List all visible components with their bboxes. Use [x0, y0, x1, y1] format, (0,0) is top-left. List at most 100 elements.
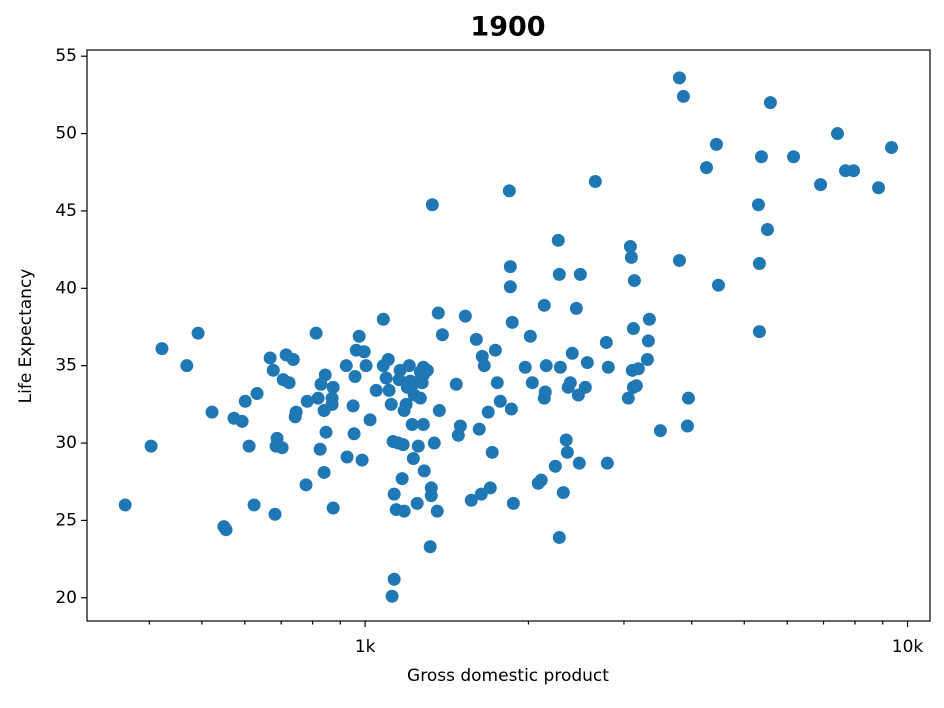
y-tick-label: 40 — [55, 278, 77, 298]
point — [752, 257, 766, 271]
point — [424, 489, 438, 503]
point — [326, 380, 340, 394]
point — [763, 96, 777, 110]
point — [405, 417, 419, 431]
y-tick-label: 50 — [55, 124, 77, 144]
point — [382, 383, 396, 397]
point — [427, 436, 441, 450]
point — [275, 441, 289, 455]
point — [505, 315, 519, 329]
y-tick-label: 45 — [55, 201, 77, 221]
point — [556, 486, 570, 500]
y-tick-label: 35 — [55, 356, 77, 376]
point — [417, 464, 431, 478]
point — [359, 359, 373, 373]
point — [552, 530, 566, 544]
point — [191, 326, 205, 340]
point — [453, 419, 467, 433]
point — [387, 487, 401, 501]
point — [629, 379, 643, 393]
point — [572, 456, 586, 470]
point — [118, 498, 132, 512]
point — [751, 198, 765, 212]
point — [552, 267, 566, 281]
point — [754, 150, 768, 164]
point — [180, 359, 194, 373]
point — [872, 181, 886, 195]
point — [313, 442, 327, 456]
point — [326, 501, 340, 515]
point — [397, 504, 411, 518]
point — [416, 417, 430, 431]
point — [300, 394, 314, 408]
point — [551, 233, 565, 247]
point — [155, 342, 169, 356]
point — [483, 481, 497, 495]
point — [318, 368, 332, 382]
point — [458, 309, 472, 323]
point — [641, 334, 655, 348]
point — [340, 450, 354, 464]
point — [317, 465, 331, 479]
point — [410, 496, 424, 510]
point — [309, 326, 323, 340]
y-axis-label: Life Expectancy — [16, 269, 36, 404]
point — [289, 405, 303, 419]
point — [311, 391, 325, 405]
point — [538, 385, 552, 399]
x-axis-label: Gross domestic product — [407, 666, 609, 686]
point — [504, 402, 518, 416]
point — [711, 278, 725, 292]
point — [481, 405, 495, 419]
x-tick-label: 10k — [892, 637, 924, 657]
point — [640, 352, 654, 366]
point — [502, 184, 516, 198]
point — [420, 363, 434, 377]
point — [580, 356, 594, 370]
point — [503, 260, 517, 274]
point — [523, 329, 537, 343]
point — [539, 359, 553, 373]
point — [242, 439, 256, 453]
point — [537, 298, 551, 312]
point — [238, 394, 252, 408]
point — [653, 424, 667, 438]
point — [599, 335, 613, 349]
point — [623, 240, 637, 254]
point — [534, 473, 548, 487]
point — [357, 345, 371, 359]
point — [263, 351, 277, 365]
point — [477, 359, 491, 373]
point — [525, 376, 539, 390]
point — [355, 453, 369, 467]
point — [503, 280, 517, 294]
point — [431, 306, 445, 320]
point — [621, 391, 635, 405]
point — [676, 89, 690, 103]
point — [627, 274, 641, 288]
point — [506, 496, 520, 510]
point — [830, 127, 844, 141]
point — [339, 359, 353, 373]
point — [413, 391, 427, 405]
point — [352, 329, 366, 343]
chart-title: 1900 — [470, 12, 545, 43]
point — [250, 387, 264, 401]
point — [548, 459, 562, 473]
point — [379, 371, 393, 385]
point — [624, 250, 638, 264]
point — [760, 223, 774, 237]
point — [435, 328, 449, 342]
point — [430, 504, 444, 518]
point — [381, 352, 395, 366]
point — [399, 397, 413, 411]
y-tick-label: 20 — [55, 588, 77, 608]
point — [814, 178, 828, 192]
point — [319, 425, 333, 439]
point — [847, 164, 861, 178]
point — [642, 312, 656, 326]
point — [299, 478, 313, 492]
point — [672, 253, 686, 267]
point — [469, 332, 483, 346]
point — [219, 523, 233, 537]
